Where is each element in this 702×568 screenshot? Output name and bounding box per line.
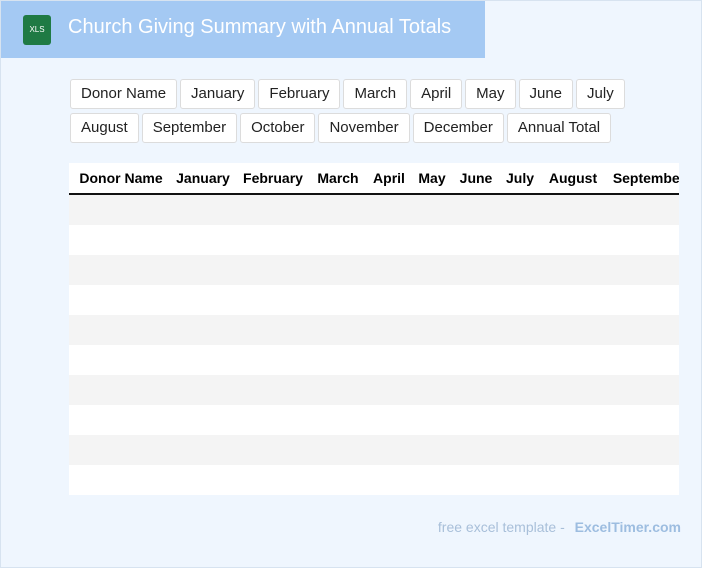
table-row bbox=[69, 375, 679, 405]
column-chip[interactable]: May bbox=[465, 79, 516, 109]
table: Donor Name January February March April May Ju… bbox=[69, 163, 679, 495]
column-chip[interactable]: July bbox=[576, 79, 625, 109]
footer-brand: ExcelTimer.com bbox=[574, 519, 681, 535]
table-header: Donor Name January February March April May Ju… bbox=[69, 163, 679, 195]
column-chip[interactable]: October bbox=[240, 113, 316, 143]
column-chip[interactable]: March bbox=[343, 79, 408, 109]
column-header: April bbox=[373, 170, 405, 186]
table-row bbox=[69, 465, 679, 495]
table-row bbox=[69, 225, 679, 255]
table-row bbox=[69, 285, 679, 315]
column-header: August bbox=[548, 170, 598, 186]
table-row bbox=[69, 255, 679, 285]
footer-text: free excel template - bbox=[437, 519, 569, 535]
column-chip[interactable]: January bbox=[180, 79, 256, 109]
column-chip[interactable]: Donor Name bbox=[70, 79, 178, 109]
table-row bbox=[69, 345, 679, 375]
table-row bbox=[69, 435, 679, 465]
column-header: January bbox=[176, 170, 230, 186]
column-header: Donor Name bbox=[79, 170, 163, 186]
column-chip[interactable]: December bbox=[412, 113, 504, 143]
table-row bbox=[69, 315, 679, 345]
column-header: May bbox=[418, 170, 446, 186]
title: Church Giving Summary with Annual Totals bbox=[68, 16, 452, 38]
file-icon: XLS bbox=[23, 15, 51, 45]
column-chip[interactable]: April bbox=[410, 79, 463, 109]
column-chips: Donor Name January February March April May Ju… bbox=[70, 79, 690, 143]
column-chip[interactable]: November bbox=[318, 113, 410, 143]
column-chip[interactable]: June bbox=[518, 79, 574, 109]
header: XLS Church Giving Summary with Annual To… bbox=[1, 1, 485, 58]
column-chip[interactable]: February bbox=[258, 79, 341, 109]
column-header: March bbox=[317, 170, 359, 186]
column-header: June bbox=[459, 170, 493, 186]
table-row bbox=[69, 405, 679, 435]
column-header: July bbox=[505, 170, 534, 186]
column-chip[interactable]: August bbox=[70, 113, 139, 143]
table-body bbox=[69, 195, 679, 495]
column-header: February bbox=[243, 170, 303, 186]
column-header: September bbox=[612, 170, 679, 186]
column-chip[interactable]: Annual Total bbox=[506, 113, 612, 143]
table-row bbox=[69, 195, 679, 225]
footer: free excel template - ExcelTimer.com bbox=[438, 519, 681, 535]
column-chip[interactable]: September bbox=[141, 113, 238, 143]
